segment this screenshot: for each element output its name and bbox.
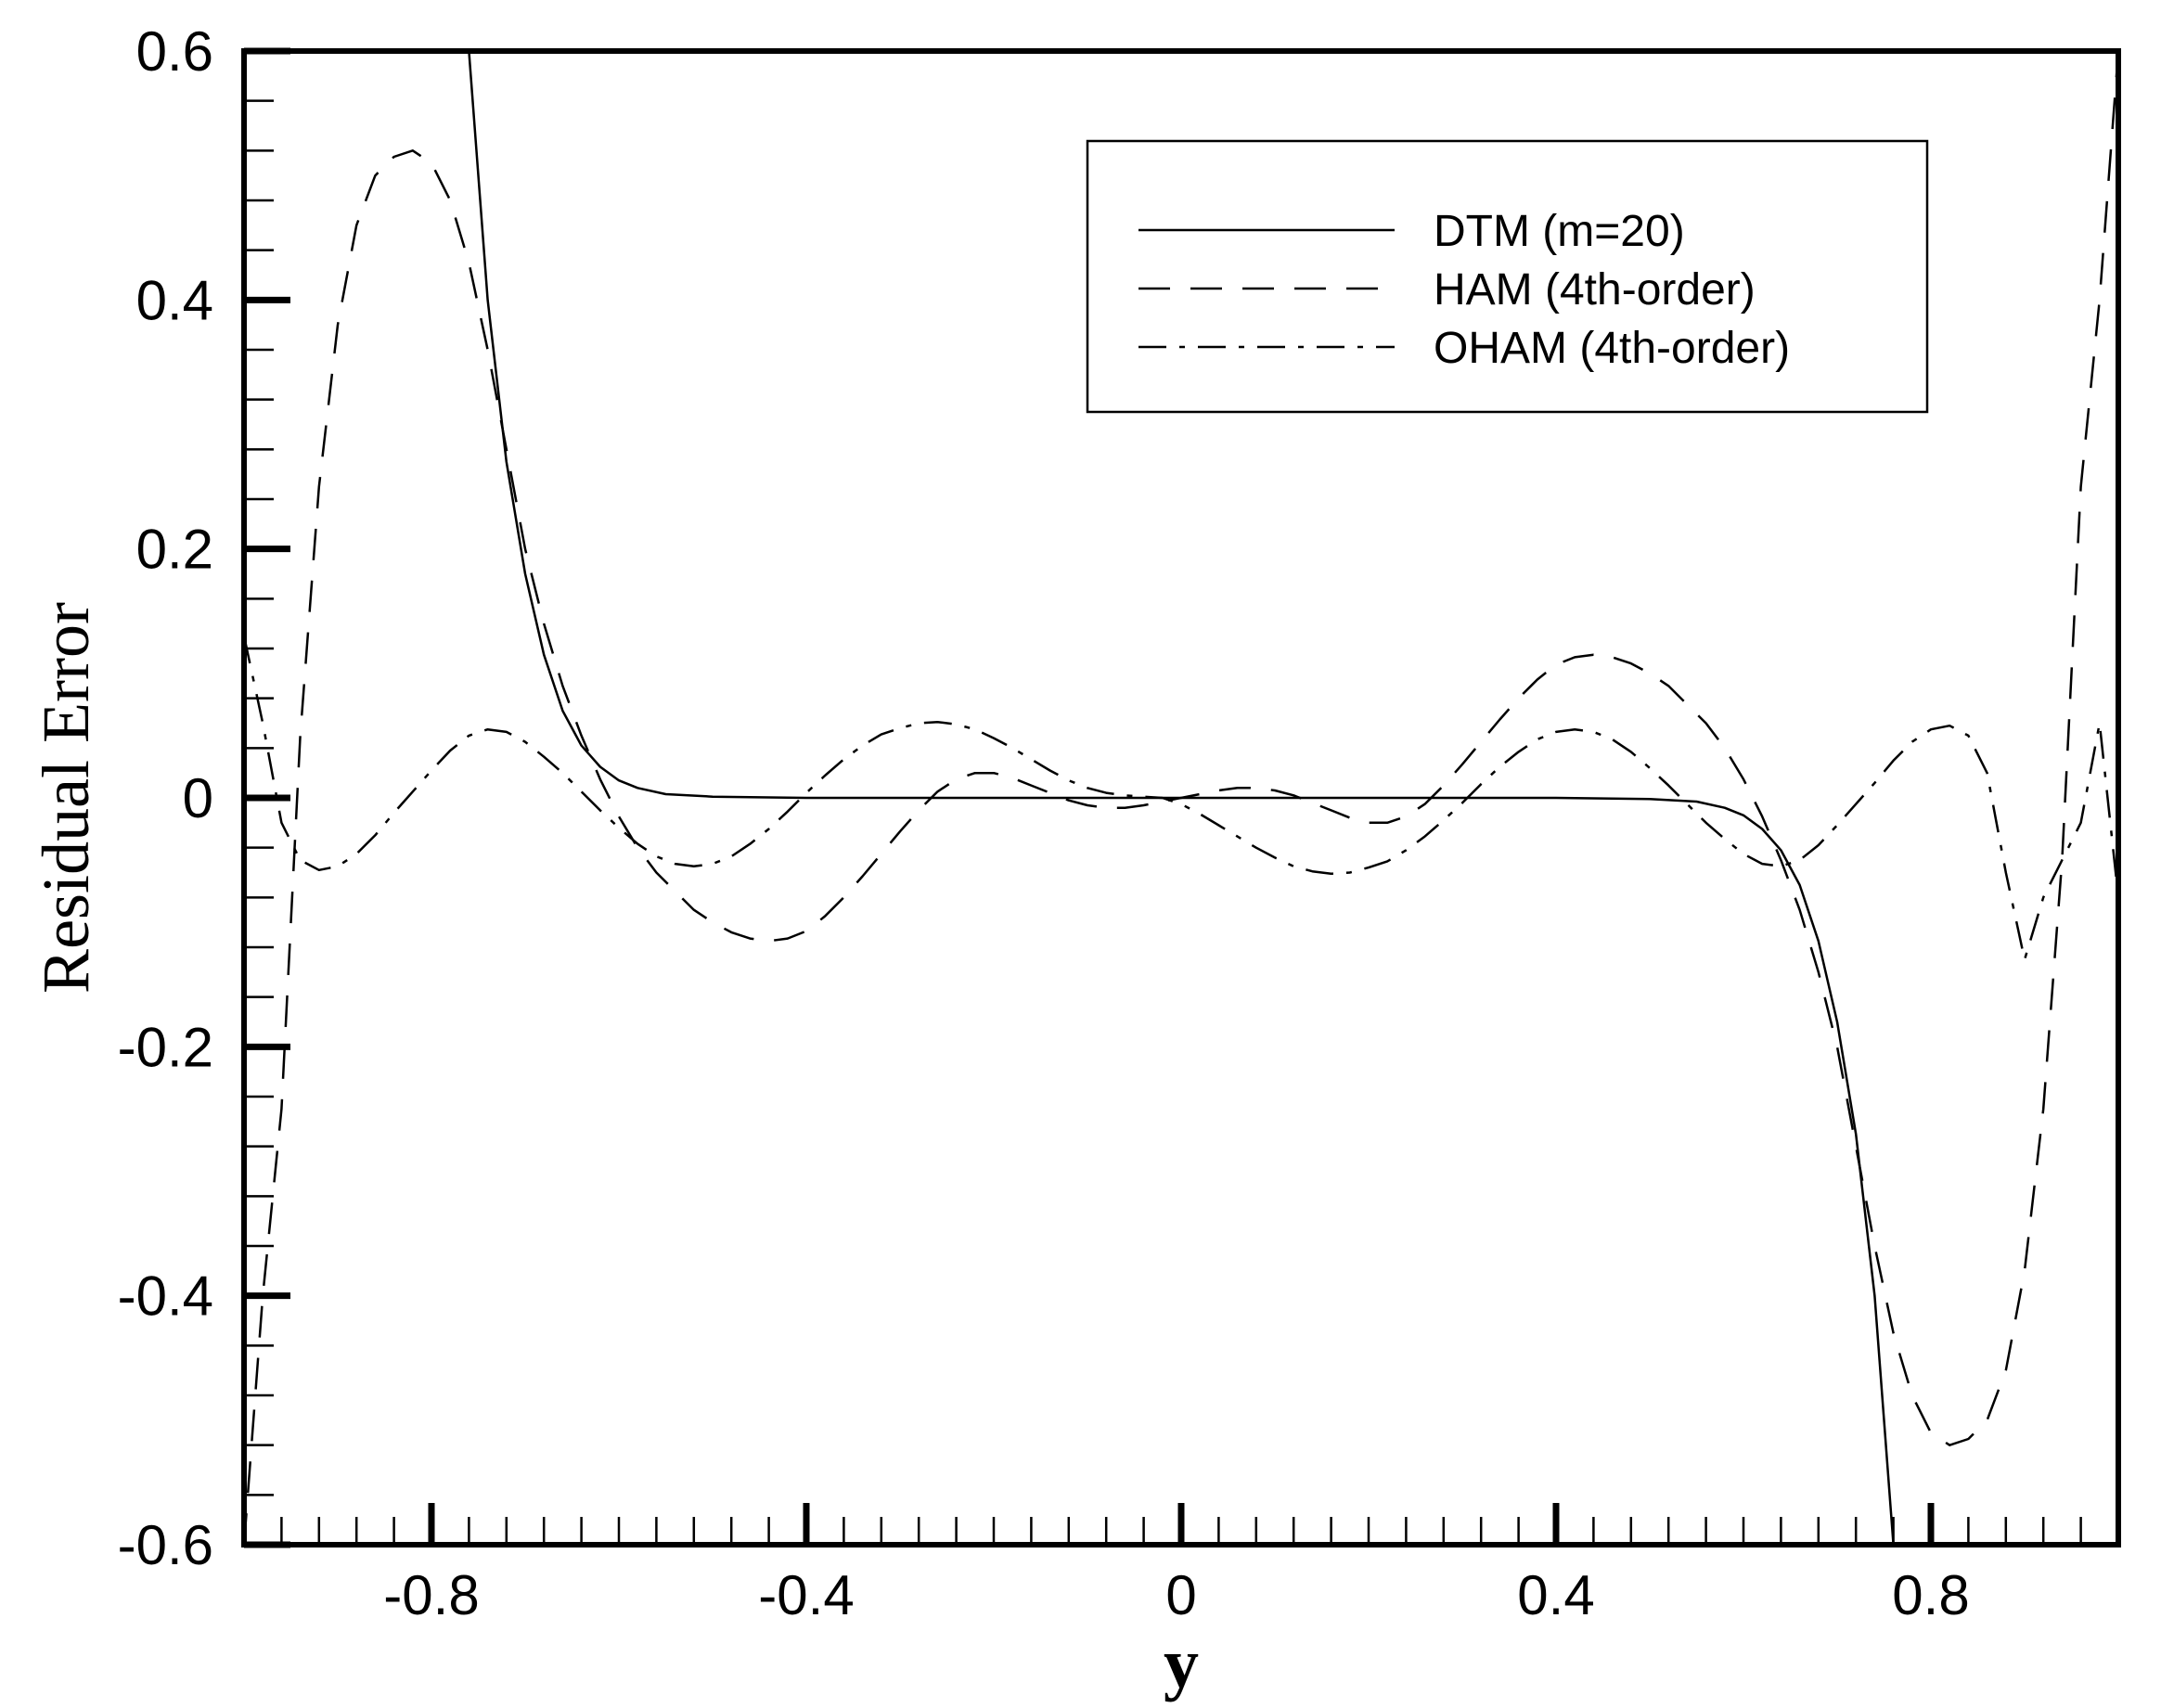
x-tick-label: 0.8: [1892, 1564, 1969, 1626]
tick-labels-layer: -0.8 -0.4 0 0.4 0.8 -0.6 -0.4 -0.2 0 0.2 0.4 0.6: [118, 20, 1970, 1626]
y-tick-label: -0.4: [118, 1265, 213, 1328]
y-tick-label: 0.6: [136, 20, 213, 83]
x-tick-label: -0.8: [383, 1564, 479, 1626]
legend-label-1: DTM (m=20): [1434, 207, 1685, 256]
legend-box: [1086, 139, 1929, 414]
legend: DTM (m=20) HAM (4th-order) OHAM (4th-order…: [1086, 139, 1929, 414]
legend-label-3: OHAM (4th-order): [1434, 324, 1790, 373]
y-tick-label: 0.4: [136, 269, 213, 331]
legend-entries: DTM (m=20) HAM (4th-order) OHAM (4th-order…: [1138, 207, 1790, 373]
series-line-2: [244, 51, 2118, 1545]
y-axis-title: Residual Error: [29, 602, 103, 994]
y-tick-label: -0.2: [118, 1016, 213, 1078]
x-tick-label: -0.4: [758, 1564, 854, 1626]
series-line-3: [244, 636, 2118, 961]
series-layer: [244, 51, 2118, 1545]
x-tick-label: 0.4: [1517, 1564, 1594, 1626]
legend-label-2: HAM (4th-order): [1434, 265, 1756, 315]
y-tick-label: 0: [183, 767, 213, 829]
x-tick-label: 0: [1165, 1564, 1196, 1626]
ticks-layer: [244, 47, 2082, 1548]
x-axis-title: y: [1164, 1625, 1199, 1702]
y-tick-label: -0.6: [118, 1514, 213, 1576]
y-tick-label: 0.2: [136, 519, 213, 581]
